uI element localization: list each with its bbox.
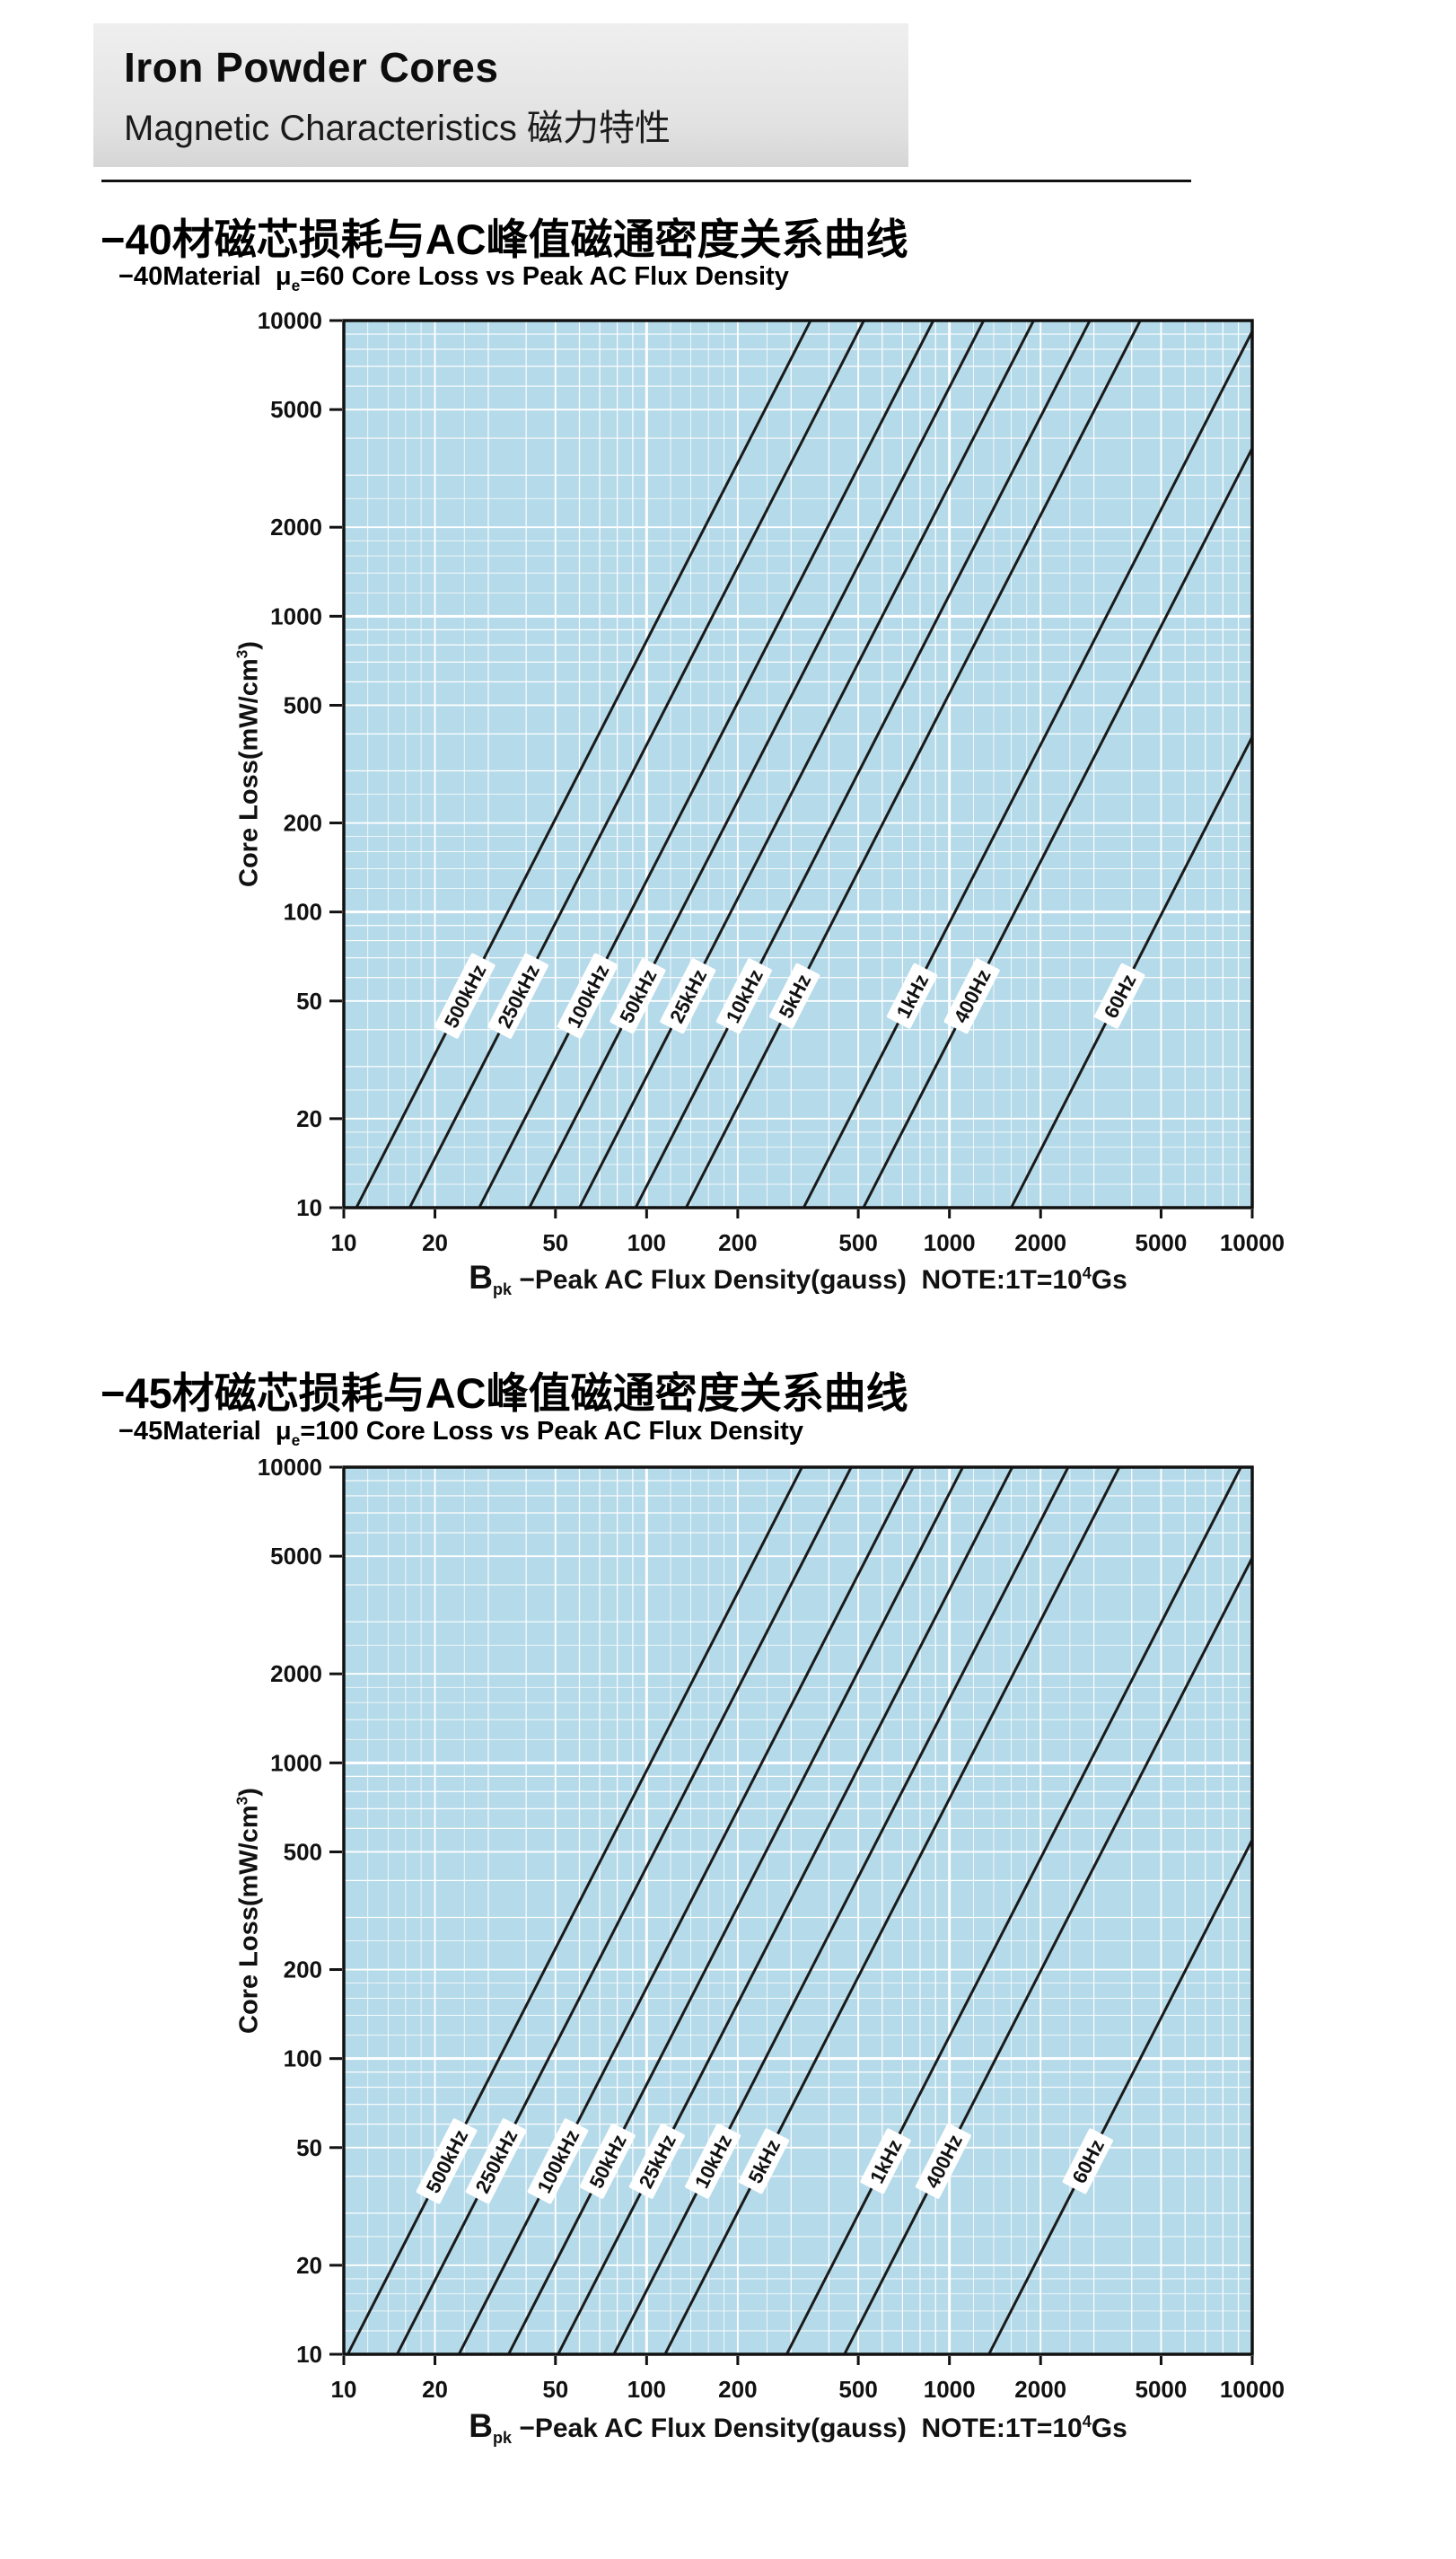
chart2-subtitle-subscript: e	[291, 1430, 301, 1449]
svg-text:2000: 2000	[270, 514, 322, 541]
series-line-400Hz	[843, 1557, 1252, 2354]
chart2-subtitle-prefix: −45Material μ	[118, 1417, 292, 1446]
svg-text:20: 20	[296, 1105, 322, 1132]
chart2-xlabel-sup: 4	[1082, 2413, 1092, 2431]
series-line-10kHz	[612, 1467, 1070, 2354]
svg-text:5000: 5000	[1136, 2376, 1188, 2403]
svg-text:20: 20	[296, 2252, 322, 2279]
chart1-x-axis-title: Bpk −Peak AC Flux Density(gauss) NOTE:1T…	[344, 1259, 1252, 1299]
series-line-1kHz	[802, 330, 1252, 1208]
header-divider	[101, 180, 1191, 182]
chart2-xlabel-sub: pk	[492, 2429, 512, 2447]
series-line-500kHz	[355, 321, 812, 1208]
svg-text:200: 200	[284, 1957, 322, 1983]
svg-text:100: 100	[627, 1229, 666, 1256]
core-loss-chart-45: 500kHz 250kHz 100kHz 50kHz 25kHz 10kHz 5kHz 1kH…	[206, 1452, 1338, 2458]
page-header: Iron Powder Cores Magnetic Characteristi…	[93, 23, 908, 167]
svg-text:5000: 5000	[270, 1543, 322, 1570]
series-line-60Hz	[987, 1839, 1252, 2354]
grid	[342, 1467, 1252, 2356]
series-line-100kHz	[478, 321, 935, 1208]
svg-text:10000: 10000	[258, 1454, 322, 1481]
svg-text:100: 100	[284, 2045, 322, 2072]
chart1-subtitle: −40Material μe=60 Core Loss vs Peak AC F…	[118, 262, 789, 295]
series-line-10kHz	[634, 321, 1092, 1208]
chart1-subtitle-subscript: e	[291, 276, 301, 295]
svg-text:5000: 5000	[270, 396, 322, 423]
chart2-x-axis-title: Bpk −Peak AC Flux Density(gauss) NOTE:1T…	[344, 2407, 1252, 2448]
plot-border	[342, 1465, 1254, 2356]
chart2-xlabel-b: B	[469, 2407, 493, 2444]
series-line-250kHz	[396, 1467, 853, 2354]
series-lines	[346, 1467, 1252, 2354]
svg-text:100: 100	[627, 2376, 666, 2403]
svg-text:500: 500	[284, 691, 322, 718]
plot-area	[344, 321, 1252, 1208]
svg-text:500: 500	[838, 2376, 877, 2403]
chart2-xlabel-end: Gs	[1091, 2414, 1127, 2443]
plot-area	[344, 1467, 1252, 2354]
svg-text:2000: 2000	[1014, 2376, 1066, 2403]
svg-text:200: 200	[284, 810, 322, 837]
svg-text:50: 50	[542, 2376, 568, 2403]
chart1-title: −40材磁芯损耗与AC峰值磁通密度关系曲线	[101, 215, 908, 263]
svg-text:500: 500	[284, 1838, 322, 1865]
svg-text:10000: 10000	[1220, 1229, 1285, 1256]
svg-text:1000: 1000	[924, 1229, 976, 1256]
series-line-25kHz	[578, 321, 1035, 1208]
chart1-xlabel-sub: pk	[492, 1280, 512, 1298]
svg-text:5000: 5000	[1136, 1229, 1188, 1256]
svg-text:50: 50	[296, 988, 322, 1015]
svg-text:10: 10	[331, 2376, 357, 2403]
series-line-5kHz	[663, 1467, 1121, 2354]
svg-text:1000: 1000	[270, 602, 322, 629]
chart2-subtitle-rest: =100 Core Loss vs Peak AC Flux Density	[300, 1417, 803, 1446]
series-line-25kHz	[557, 1467, 1014, 2354]
svg-text:50: 50	[542, 1229, 568, 1256]
svg-text:10000: 10000	[258, 307, 322, 334]
svg-text:10000: 10000	[1220, 2376, 1285, 2403]
grid	[342, 321, 1252, 1209]
svg-text:10: 10	[296, 2341, 322, 2368]
svg-text:500: 500	[838, 1229, 877, 1256]
series-line-50kHz	[528, 321, 986, 1208]
chart2-xlabel-mid: −Peak AC Flux Density(gauss) NOTE:1T=10	[511, 2414, 1083, 2443]
chart1-xlabel-sup: 4	[1082, 1264, 1092, 1282]
chart1-subtitle-prefix: −40Material μ	[118, 262, 292, 291]
series-line-1kHz	[785, 1467, 1242, 2354]
series-line-250kHz	[408, 321, 865, 1208]
series-line-500kHz	[346, 1467, 803, 2354]
svg-text:50: 50	[296, 2134, 322, 2161]
svg-text:20: 20	[422, 2376, 448, 2403]
page-title: Iron Powder Cores	[124, 44, 499, 91]
chart2-subtitle: −45Material μe=100 Core Loss vs Peak AC …	[118, 1417, 803, 1450]
core-loss-chart-40: 500kHz 250kHz 100kHz 50kHz 25kHz 10kHz 5kHz 1kH…	[206, 305, 1338, 1311]
svg-text:1000: 1000	[270, 1749, 322, 1776]
page-subtitle: Magnetic Characteristics 磁力特性	[124, 109, 671, 148]
svg-text:200: 200	[718, 2376, 757, 2403]
svg-text:1000: 1000	[924, 2376, 976, 2403]
chart1-subtitle-rest: =60 Core Loss vs Peak AC Flux Density	[300, 262, 789, 291]
plot-border	[342, 319, 1254, 1209]
axis-ticks: 10 20 50 100 200 500 1000 2000 5000 10000 10 20 50 10…	[258, 307, 1285, 1256]
series-line-5kHz	[684, 321, 1142, 1208]
svg-text:2000: 2000	[1014, 1229, 1066, 1256]
axis-ticks: 10 20 50 100 200 500 1000 2000 5000 10000 10 20 50 10…	[258, 1454, 1285, 2403]
series-line-50kHz	[507, 1467, 964, 2354]
svg-text:2000: 2000	[270, 1660, 322, 1687]
svg-text:20: 20	[422, 1229, 448, 1256]
svg-text:100: 100	[284, 899, 322, 926]
chart1-xlabel-mid: −Peak AC Flux Density(gauss) NOTE:1T=10	[511, 1265, 1083, 1295]
chart2-title: −45材磁芯损耗与AC峰值磁通密度关系曲线	[101, 1369, 908, 1417]
chart1-xlabel-end: Gs	[1091, 1265, 1127, 1295]
series-line-100kHz	[457, 1467, 915, 2354]
svg-text:10: 10	[296, 1194, 322, 1221]
svg-text:200: 200	[718, 1229, 757, 1256]
chart1-xlabel-b: B	[469, 1259, 493, 1296]
svg-text:10: 10	[331, 1229, 357, 1256]
series-line-400Hz	[862, 447, 1252, 1208]
